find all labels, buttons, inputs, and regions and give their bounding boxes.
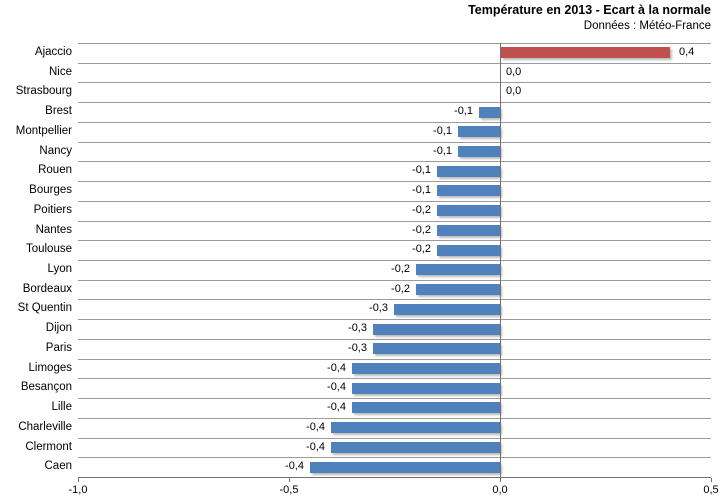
gridline: [78, 161, 711, 181]
value-label: -0,4: [306, 420, 325, 433]
value-label: -0,1: [433, 144, 452, 157]
category-label: Bourges: [29, 184, 72, 197]
gridline: [78, 240, 711, 260]
value-label: -0,2: [412, 243, 431, 256]
gridline: [78, 338, 711, 359]
chart-subtitle: Données : Météo-France: [583, 20, 711, 32]
gridline: [78, 62, 711, 83]
category-label: Brest: [45, 105, 72, 118]
value-label: -0,2: [412, 203, 431, 216]
x-tick-mark: [288, 478, 290, 482]
gridline: [78, 319, 711, 339]
category-label: Rouen: [38, 164, 72, 177]
gridline: [78, 82, 711, 102]
value-label: -0,4: [327, 361, 346, 374]
category-label: Nice: [48, 65, 72, 78]
value-label: -0,1: [454, 105, 473, 118]
gridline: [78, 181, 711, 201]
zero-axis-line: [499, 43, 501, 482]
x-tick-label: -0,5: [279, 484, 299, 496]
category-label: Lyon: [47, 263, 72, 275]
x-tick-mark: [710, 478, 712, 482]
gridline: [78, 141, 711, 162]
data-bar: [437, 244, 500, 256]
value-label: -0,2: [412, 223, 431, 236]
value-label: 0,4: [679, 46, 695, 58]
category-label: Limoges: [28, 361, 72, 374]
x-tick-label: -1,0: [68, 484, 88, 496]
value-label: -0,4: [306, 440, 325, 453]
gridline: [78, 43, 711, 63]
data-bar: [352, 402, 500, 414]
category-label: Toulouse: [25, 243, 72, 256]
category-label: Besançon: [20, 381, 72, 394]
category-label: Nantes: [35, 223, 72, 236]
value-label: -0,4: [327, 401, 346, 414]
category-label: Clermont: [25, 440, 72, 453]
value-label: -0,2: [391, 282, 410, 295]
data-bar: [458, 146, 500, 157]
x-tick-label: 0,5: [703, 484, 719, 496]
gridline: [78, 260, 711, 280]
data-bar: [437, 165, 500, 177]
category-label: Bordeaux: [22, 282, 72, 295]
gridline: [78, 457, 711, 477]
data-bar: [416, 284, 500, 296]
data-bar: [373, 323, 500, 335]
value-label: 0,0: [506, 65, 522, 78]
value-label: -0,1: [412, 164, 431, 177]
data-bar: [352, 382, 500, 394]
data-bar: [437, 224, 500, 236]
gridline: [78, 378, 711, 398]
data-bar: [458, 126, 500, 138]
data-bar: [437, 185, 500, 197]
gridline: [78, 398, 711, 418]
gridline: [78, 102, 711, 122]
category-label: Dijon: [45, 322, 72, 335]
data-bar: [352, 363, 500, 374]
data-bar: [437, 205, 500, 217]
value-label: -0,4: [285, 460, 304, 473]
data-bar: [331, 422, 500, 434]
category-label: Montpellier: [15, 124, 72, 137]
category-label: Ajaccio: [34, 46, 72, 58]
gridline: [78, 437, 711, 458]
gridline: [78, 220, 711, 241]
gridline: [78, 279, 711, 300]
value-label: -0,2: [391, 263, 410, 275]
value-label: -0,3: [348, 341, 367, 354]
category-label: Lille: [51, 401, 72, 414]
chart-title: Température en 2013 - Ecart à la normale: [468, 3, 711, 17]
value-label: -0,1: [433, 124, 452, 137]
gridline: [78, 200, 711, 221]
category-label: Strasbourg: [15, 85, 72, 98]
gridline: [78, 121, 711, 142]
data-bar: [501, 47, 670, 59]
category-label: St Quentin: [17, 302, 72, 315]
value-label: -0,1: [412, 184, 431, 197]
plot-area: 0,4 0,0 0,0 -0,1 -0,1 -0,1 -0,1 -0,1 -0,2 -0,2 -0,…: [77, 43, 712, 482]
data-bar: [416, 264, 500, 276]
data-bar: [373, 343, 500, 355]
value-label: -0,3: [369, 302, 388, 315]
data-bar: [394, 303, 500, 315]
category-label: Poitiers: [33, 203, 72, 216]
x-tick-mark: [77, 478, 79, 482]
category-label: Charleville: [18, 420, 72, 433]
gridline: [78, 417, 711, 438]
gridline: [78, 299, 711, 319]
x-tick-label: 0,0: [492, 484, 508, 496]
data-bar: [331, 441, 500, 453]
category-label: Nancy: [39, 144, 72, 157]
value-label: 0,0: [506, 85, 522, 98]
category-label: Paris: [45, 341, 72, 354]
category-label: Caen: [44, 460, 73, 473]
data-bar: [479, 106, 500, 118]
value-label: -0,4: [327, 381, 346, 394]
value-label: -0,3: [348, 322, 367, 335]
data-bar: [310, 461, 500, 473]
gridline: [78, 358, 711, 379]
